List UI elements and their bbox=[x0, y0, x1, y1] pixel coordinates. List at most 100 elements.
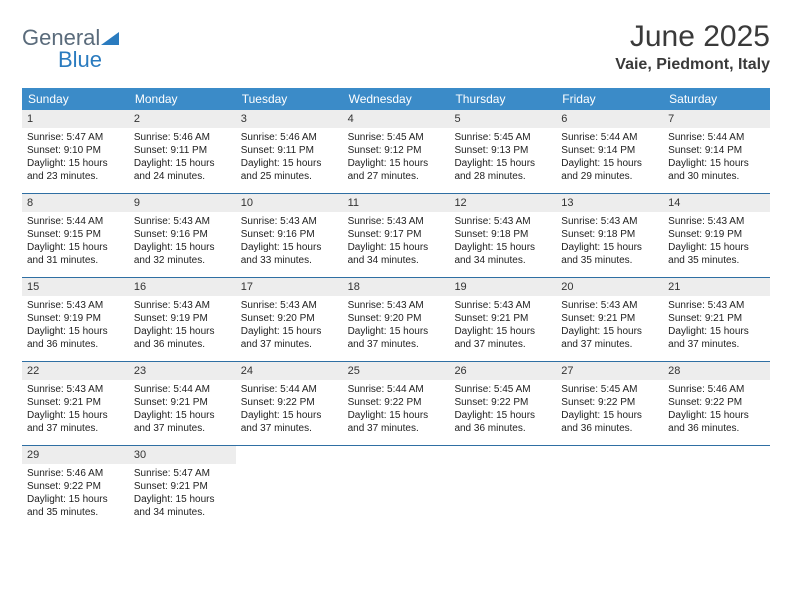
day-number: 10 bbox=[236, 194, 343, 212]
day-body: Sunrise: 5:44 AMSunset: 9:14 PMDaylight:… bbox=[556, 128, 663, 193]
day-number: 21 bbox=[663, 278, 770, 296]
calendar-day: 10Sunrise: 5:43 AMSunset: 9:16 PMDayligh… bbox=[236, 194, 343, 277]
day-number: 7 bbox=[663, 110, 770, 128]
sunset-line: Sunset: 9:16 PM bbox=[241, 228, 338, 241]
sunset-line: Sunset: 9:14 PM bbox=[561, 144, 658, 157]
day-body: Sunrise: 5:43 AMSunset: 9:19 PMDaylight:… bbox=[663, 212, 770, 277]
title-block: June 2025 Vaie, Piedmont, Italy bbox=[615, 20, 770, 74]
daylight-line: Daylight: 15 hours and 37 minutes. bbox=[561, 325, 658, 351]
day-number: 29 bbox=[22, 446, 129, 464]
sunset-line: Sunset: 9:21 PM bbox=[561, 312, 658, 325]
day-body: Sunrise: 5:43 AMSunset: 9:21 PMDaylight:… bbox=[449, 296, 556, 361]
sunset-line: Sunset: 9:21 PM bbox=[668, 312, 765, 325]
daylight-line: Daylight: 15 hours and 24 minutes. bbox=[134, 157, 231, 183]
day-number: 14 bbox=[663, 194, 770, 212]
daylight-line: Daylight: 15 hours and 36 minutes. bbox=[454, 409, 551, 435]
calendar-day: 3Sunrise: 5:46 AMSunset: 9:11 PMDaylight… bbox=[236, 110, 343, 193]
sunset-line: Sunset: 9:14 PM bbox=[668, 144, 765, 157]
day-body: Sunrise: 5:43 AMSunset: 9:20 PMDaylight:… bbox=[343, 296, 450, 361]
day-number: 1 bbox=[22, 110, 129, 128]
day-body: Sunrise: 5:44 AMSunset: 9:15 PMDaylight:… bbox=[22, 212, 129, 277]
sunset-line: Sunset: 9:11 PM bbox=[241, 144, 338, 157]
day-body: Sunrise: 5:47 AMSunset: 9:10 PMDaylight:… bbox=[22, 128, 129, 193]
day-body: Sunrise: 5:46 AMSunset: 9:22 PMDaylight:… bbox=[22, 464, 129, 529]
dow-header: Sunday bbox=[22, 88, 129, 110]
dow-header: Saturday bbox=[663, 88, 770, 110]
sunset-line: Sunset: 9:17 PM bbox=[348, 228, 445, 241]
calendar-day: 25Sunrise: 5:44 AMSunset: 9:22 PMDayligh… bbox=[343, 362, 450, 445]
calendar-day: 8Sunrise: 5:44 AMSunset: 9:15 PMDaylight… bbox=[22, 194, 129, 277]
sunset-line: Sunset: 9:15 PM bbox=[27, 228, 124, 241]
title-location: Vaie, Piedmont, Italy bbox=[615, 56, 770, 74]
calendar-week: 1Sunrise: 5:47 AMSunset: 9:10 PMDaylight… bbox=[22, 110, 770, 193]
dow-header: Monday bbox=[129, 88, 236, 110]
sunrise-line: Sunrise: 5:44 AM bbox=[668, 131, 765, 144]
day-body: Sunrise: 5:43 AMSunset: 9:17 PMDaylight:… bbox=[343, 212, 450, 277]
sunrise-line: Sunrise: 5:46 AM bbox=[134, 131, 231, 144]
calendar-week: 15Sunrise: 5:43 AMSunset: 9:19 PMDayligh… bbox=[22, 277, 770, 361]
sunrise-line: Sunrise: 5:45 AM bbox=[348, 131, 445, 144]
calendar-day: 21Sunrise: 5:43 AMSunset: 9:21 PMDayligh… bbox=[663, 278, 770, 361]
day-number: 25 bbox=[343, 362, 450, 380]
day-body: Sunrise: 5:43 AMSunset: 9:20 PMDaylight:… bbox=[236, 296, 343, 361]
brand-logo: General Blue bbox=[22, 28, 119, 72]
sunset-line: Sunset: 9:22 PM bbox=[668, 396, 765, 409]
day-body: Sunrise: 5:43 AMSunset: 9:19 PMDaylight:… bbox=[129, 296, 236, 361]
day-number: 15 bbox=[22, 278, 129, 296]
daylight-line: Daylight: 15 hours and 28 minutes. bbox=[454, 157, 551, 183]
dow-header: Wednesday bbox=[343, 88, 450, 110]
sunset-line: Sunset: 9:22 PM bbox=[454, 396, 551, 409]
day-body: Sunrise: 5:45 AMSunset: 9:13 PMDaylight:… bbox=[449, 128, 556, 193]
sunrise-line: Sunrise: 5:43 AM bbox=[241, 299, 338, 312]
sunset-line: Sunset: 9:22 PM bbox=[348, 396, 445, 409]
daylight-line: Daylight: 15 hours and 29 minutes. bbox=[561, 157, 658, 183]
sunset-line: Sunset: 9:20 PM bbox=[348, 312, 445, 325]
sunrise-line: Sunrise: 5:44 AM bbox=[241, 383, 338, 396]
daylight-line: Daylight: 15 hours and 37 minutes. bbox=[241, 325, 338, 351]
sunset-line: Sunset: 9:21 PM bbox=[134, 396, 231, 409]
day-body: Sunrise: 5:45 AMSunset: 9:22 PMDaylight:… bbox=[449, 380, 556, 445]
sunrise-line: Sunrise: 5:43 AM bbox=[27, 383, 124, 396]
sunset-line: Sunset: 9:18 PM bbox=[561, 228, 658, 241]
calendar-day: 17Sunrise: 5:43 AMSunset: 9:20 PMDayligh… bbox=[236, 278, 343, 361]
day-number: 19 bbox=[449, 278, 556, 296]
sunrise-line: Sunrise: 5:43 AM bbox=[454, 215, 551, 228]
day-number: 28 bbox=[663, 362, 770, 380]
day-body: Sunrise: 5:46 AMSunset: 9:11 PMDaylight:… bbox=[236, 128, 343, 193]
day-body: Sunrise: 5:43 AMSunset: 9:21 PMDaylight:… bbox=[22, 380, 129, 445]
day-number: 12 bbox=[449, 194, 556, 212]
sunrise-line: Sunrise: 5:43 AM bbox=[348, 215, 445, 228]
calendar-day: 11Sunrise: 5:43 AMSunset: 9:17 PMDayligh… bbox=[343, 194, 450, 277]
day-number: 17 bbox=[236, 278, 343, 296]
day-body: Sunrise: 5:43 AMSunset: 9:19 PMDaylight:… bbox=[22, 296, 129, 361]
calendar-day: 13Sunrise: 5:43 AMSunset: 9:18 PMDayligh… bbox=[556, 194, 663, 277]
day-number: 22 bbox=[22, 362, 129, 380]
daylight-line: Daylight: 15 hours and 36 minutes. bbox=[27, 325, 124, 351]
day-number: 18 bbox=[343, 278, 450, 296]
calendar-day: 2Sunrise: 5:46 AMSunset: 9:11 PMDaylight… bbox=[129, 110, 236, 193]
daylight-line: Daylight: 15 hours and 23 minutes. bbox=[27, 157, 124, 183]
calendar-day: 9Sunrise: 5:43 AMSunset: 9:16 PMDaylight… bbox=[129, 194, 236, 277]
daylight-line: Daylight: 15 hours and 37 minutes. bbox=[27, 409, 124, 435]
sunset-line: Sunset: 9:18 PM bbox=[454, 228, 551, 241]
sunrise-line: Sunrise: 5:43 AM bbox=[561, 299, 658, 312]
calendar-day: 30Sunrise: 5:47 AMSunset: 9:21 PMDayligh… bbox=[129, 446, 236, 529]
day-body: Sunrise: 5:45 AMSunset: 9:12 PMDaylight:… bbox=[343, 128, 450, 193]
day-number: 9 bbox=[129, 194, 236, 212]
day-number: 16 bbox=[129, 278, 236, 296]
sunset-line: Sunset: 9:19 PM bbox=[27, 312, 124, 325]
day-body: Sunrise: 5:46 AMSunset: 9:11 PMDaylight:… bbox=[129, 128, 236, 193]
calendar-day: 26Sunrise: 5:45 AMSunset: 9:22 PMDayligh… bbox=[449, 362, 556, 445]
sail-icon bbox=[101, 32, 119, 45]
daylight-line: Daylight: 15 hours and 34 minutes. bbox=[134, 493, 231, 519]
sunrise-line: Sunrise: 5:45 AM bbox=[454, 383, 551, 396]
sunrise-line: Sunrise: 5:45 AM bbox=[561, 383, 658, 396]
calendar-day: 16Sunrise: 5:43 AMSunset: 9:19 PMDayligh… bbox=[129, 278, 236, 361]
calendar-day: 4Sunrise: 5:45 AMSunset: 9:12 PMDaylight… bbox=[343, 110, 450, 193]
day-body: Sunrise: 5:44 AMSunset: 9:21 PMDaylight:… bbox=[129, 380, 236, 445]
day-number: 13 bbox=[556, 194, 663, 212]
sunset-line: Sunset: 9:19 PM bbox=[668, 228, 765, 241]
day-number: 4 bbox=[343, 110, 450, 128]
calendar-page: General Blue June 2025 Vaie, Piedmont, I… bbox=[0, 0, 792, 549]
day-body: Sunrise: 5:44 AMSunset: 9:22 PMDaylight:… bbox=[236, 380, 343, 445]
